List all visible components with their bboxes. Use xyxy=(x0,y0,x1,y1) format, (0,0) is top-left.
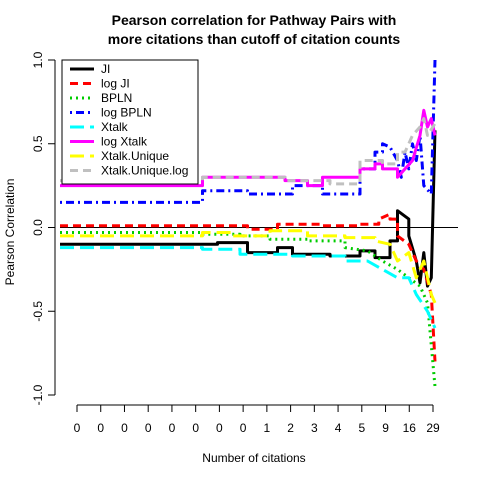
x-tick-label: 3 xyxy=(311,421,318,435)
series-group xyxy=(60,59,437,387)
legend-label: Xtalk.Unique.log xyxy=(101,164,188,178)
legend-label: BPLN xyxy=(101,91,132,105)
x-tick-label: 9 xyxy=(382,421,389,435)
x-tick-label: 0 xyxy=(192,421,199,435)
legend-label: log Xtalk xyxy=(101,135,148,149)
y-axis: -1.0 -0.5 0.0 0.5 1.0 xyxy=(31,51,56,405)
legend-label: log BPLN xyxy=(101,106,152,120)
series-line-xtalk-unique xyxy=(60,229,437,304)
series-line-xtalk-unique-log xyxy=(60,117,437,186)
x-tick-label: 0 xyxy=(97,421,104,435)
x-tick-label: 1 xyxy=(264,421,271,435)
x-tick-label: 4 xyxy=(335,421,342,435)
y-tick-label: -0.5 xyxy=(31,301,45,322)
y-tick-label: 0.0 xyxy=(31,219,45,236)
x-tick-label: 0 xyxy=(121,421,128,435)
x-tick-label: 0 xyxy=(145,421,152,435)
y-tick-label: 1.0 xyxy=(31,51,45,68)
y-tick-label: -1.0 xyxy=(31,384,45,405)
x-tick-label: 29 xyxy=(426,421,440,435)
y-axis-title: Pearson Correlation xyxy=(3,179,17,286)
x-tick-label: 0 xyxy=(74,421,81,435)
x-tick-label: 0 xyxy=(240,421,247,435)
series-line-bpln xyxy=(60,231,437,387)
x-tick-label: 2 xyxy=(287,421,294,435)
series-line-log-xtalk xyxy=(60,108,437,188)
legend-label: JI xyxy=(101,62,110,76)
chart-title-line2: more citations than cutoff of citation c… xyxy=(108,31,401,47)
series-line-log-ji xyxy=(60,212,437,362)
x-axis-title: Number of citations xyxy=(202,451,305,465)
series-line-xtalk xyxy=(60,246,437,329)
legend-label: Xtalk xyxy=(101,120,129,134)
legend-label: log JI xyxy=(101,77,130,91)
x-tick-label: 0 xyxy=(216,421,223,435)
series-line-log-bpln xyxy=(60,59,437,204)
chart-title-line1: Pearson correlation for Pathway Pairs wi… xyxy=(112,12,397,28)
x-tick-label: 5 xyxy=(358,421,365,435)
x-tick-label: 0 xyxy=(169,421,176,435)
legend-label: Xtalk.Unique xyxy=(101,149,169,163)
x-axis: 0 0 0 0 0 0 0 0 1 2 3 4 5 9 16 29 xyxy=(74,404,440,435)
plot-area: -1.0 -0.5 0.0 0.5 1.0 0 0 0 0 0 0 0 0 1 2 3 4 5 9 16 29 xyxy=(31,51,458,435)
legend-box xyxy=(61,59,199,185)
x-tick-label: 16 xyxy=(403,421,417,435)
series-line-ji xyxy=(60,130,437,288)
y-tick-label: 0.5 xyxy=(31,135,45,152)
